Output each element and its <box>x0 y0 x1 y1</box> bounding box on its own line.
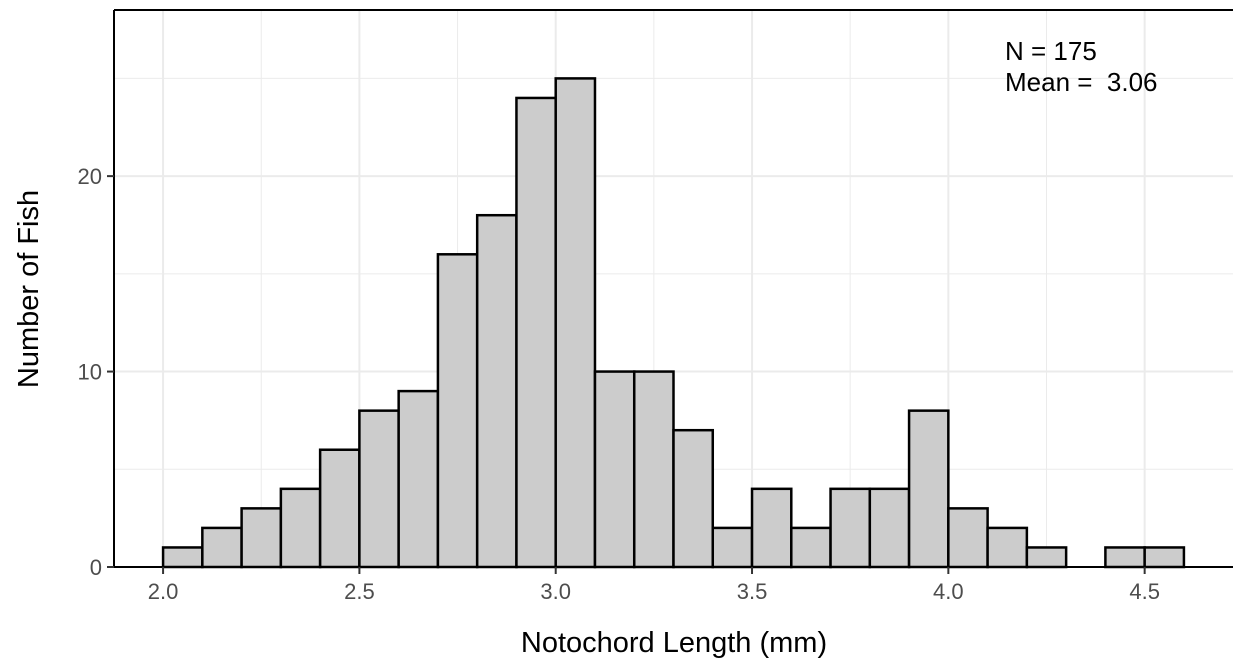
histogram-bar <box>829 487 872 569</box>
x-tick-label: 3.0 <box>540 579 571 604</box>
histogram-bar <box>790 526 832 569</box>
histogram-bar <box>240 507 283 569</box>
y-axis-title: Number of Fish <box>13 190 45 388</box>
histogram-bar <box>672 428 715 569</box>
histogram-bar <box>1025 546 1068 569</box>
histogram-bar <box>593 370 636 569</box>
histogram-bar <box>986 526 1029 569</box>
histogram-bar <box>201 526 243 569</box>
histogram-bar <box>1104 546 1146 569</box>
annotation-mean: Mean = 3.06 <box>1005 67 1158 97</box>
x-tick-label: 2.0 <box>148 579 179 604</box>
histogram-bar <box>868 487 911 569</box>
x-tick-label: 4.0 <box>933 579 964 604</box>
x-tick-label: 2.5 <box>344 579 375 604</box>
axes <box>113 9 1233 568</box>
histogram-bar <box>554 77 597 569</box>
histogram-bar <box>279 487 322 569</box>
histogram-bar <box>1143 546 1186 569</box>
x-tick-label: 4.5 <box>1129 579 1160 604</box>
y-tick-label: 0 <box>90 555 102 580</box>
histogram-bar <box>750 487 793 569</box>
annotation-n: N = 175 <box>1005 36 1097 66</box>
histogram-bar <box>358 409 400 569</box>
histogram-bar <box>318 448 361 569</box>
histogram-bar <box>397 389 440 569</box>
y-tick-label: 20 <box>78 164 102 189</box>
histogram-bar <box>711 526 754 569</box>
histogram-bar <box>436 253 479 569</box>
histogram-bar <box>515 96 557 569</box>
y-tick-label: 10 <box>78 360 102 385</box>
histogram-bar <box>475 213 518 569</box>
histogram-bar <box>161 546 204 569</box>
x-tick-label: 3.5 <box>737 579 768 604</box>
histogram-bar <box>632 370 675 569</box>
x-axis-title: Notochord Length (mm) <box>521 627 827 659</box>
axis-ticks: 2.0 2.5 3.0 3.5 4.0 4.5 0 10 20 <box>78 164 1160 604</box>
histogram-bar <box>907 409 950 569</box>
histogram-bars <box>161 77 1186 569</box>
histogram-bar <box>947 507 989 569</box>
